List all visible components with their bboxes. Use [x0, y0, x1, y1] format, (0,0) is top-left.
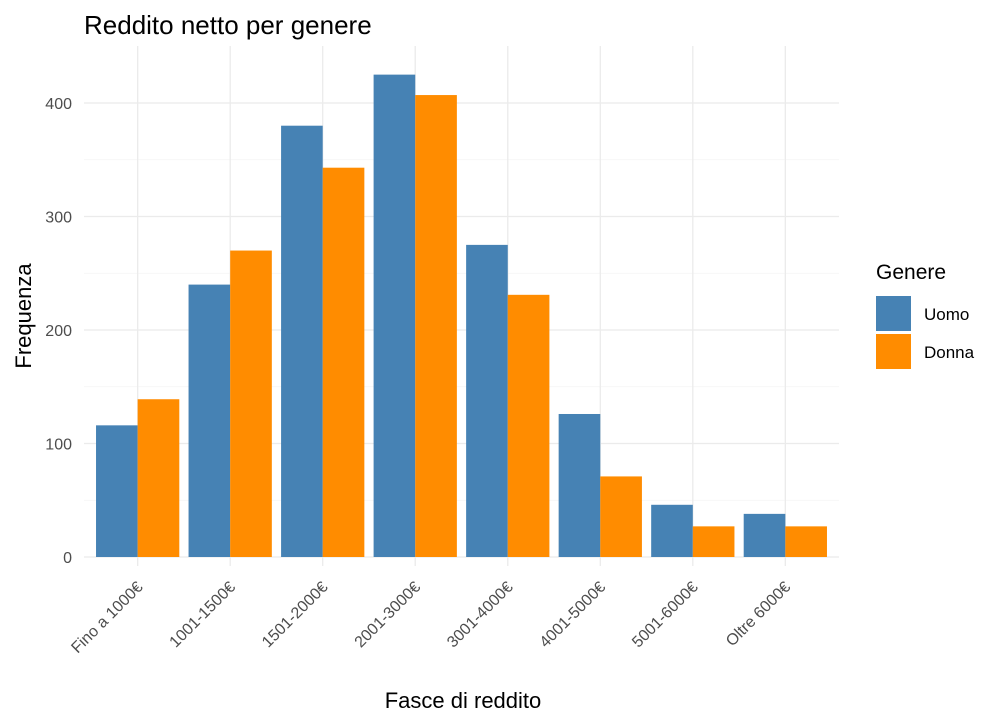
x-tick-label: Fino a 1000€ [68, 579, 146, 657]
y-tick-label: 300 [45, 210, 72, 227]
bar-donna-8 [785, 526, 827, 557]
bars [96, 74, 827, 558]
bar-uomo-2 [188, 284, 231, 557]
y-tick-label: 200 [45, 323, 72, 340]
bar-donna-4 [415, 95, 457, 558]
bar-donna-6 [600, 476, 642, 557]
bar-uomo-8 [743, 513, 786, 557]
y-tick-label: 0 [63, 550, 72, 567]
bar-uomo-4 [373, 74, 416, 557]
bar-uomo-3 [281, 125, 323, 557]
legend-title: Genere [876, 261, 946, 284]
y-axis-ticks: 0 100 200 300 400 [45, 96, 72, 567]
bar-donna-1 [137, 399, 180, 557]
bar-donna-2 [230, 250, 272, 558]
x-tick-label: 1001-1500€ [167, 579, 239, 651]
bar-donna-5 [507, 294, 550, 557]
legend-label-uomo: Uomo [924, 305, 969, 324]
legend-items: Uomo Donna [876, 296, 975, 369]
bar-uomo-5 [466, 244, 508, 557]
x-tick-label: 3001-4000€ [444, 579, 516, 651]
y-axis-label: Frequenza [11, 263, 36, 369]
bar-uomo-7 [651, 504, 693, 557]
x-tick-label: 1501-2000€ [259, 579, 331, 651]
x-tick-label: 5001-6000€ [629, 579, 701, 651]
legend-label-donna: Donna [924, 343, 975, 362]
y-tick-label: 400 [45, 96, 72, 113]
bar-uomo-6 [558, 413, 601, 557]
y-tick-label: 100 [45, 437, 72, 454]
legend-key-uomo [876, 296, 911, 331]
x-tick-label: 4001-5000€ [537, 579, 609, 651]
chart-title: Reddito netto per genere [84, 10, 372, 40]
x-tick-label: 2001-3000€ [352, 579, 424, 651]
bar-uomo-1 [96, 425, 138, 557]
bar-donna-7 [692, 526, 735, 557]
legend-key-donna [876, 334, 911, 369]
bar-donna-3 [322, 167, 365, 557]
x-tick-label: Oltre 6000€ [723, 579, 794, 650]
legend: Genere Uomo Donna [876, 261, 975, 369]
x-axis-ticks: Fino a 1000€ 1001-1500€ 1501-2000€ 2001-300… [68, 579, 794, 657]
x-axis-label: Fasce di reddito [385, 688, 542, 713]
